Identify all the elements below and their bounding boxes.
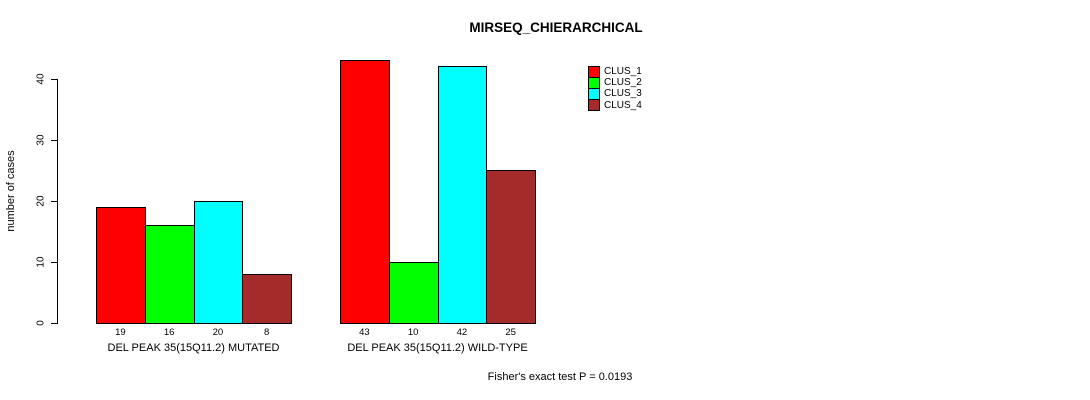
y-tick — [51, 323, 57, 324]
y-tick — [51, 139, 57, 141]
y-tick-label: 30 — [35, 134, 47, 146]
bar-clus_1-group1 — [96, 206, 146, 324]
y-axis-line — [57, 79, 58, 324]
y-tick-label: 0 — [35, 320, 47, 326]
bar-clus_2-group2 — [388, 261, 439, 324]
bar-value-label: 16 — [163, 327, 175, 338]
chart-title: MIRSEQ_CHIERARCHICAL — [469, 20, 643, 35]
legend-swatch-icon — [588, 87, 600, 100]
bar-value-label: 8 — [263, 327, 270, 338]
legend-swatch-icon — [588, 99, 600, 112]
legend-item-clus_3: CLUS_3 — [588, 87, 642, 100]
legend-item-clus_2: CLUS_2 — [588, 76, 642, 89]
bar-value-label: 43 — [359, 327, 370, 338]
y-axis-label: number of cases — [5, 150, 17, 232]
bar-value-label: 19 — [115, 327, 126, 338]
bar-value-label: 10 — [407, 327, 419, 338]
bar-value-label: 20 — [212, 327, 224, 338]
legend-item-clus_1: CLUS_1 — [588, 65, 642, 78]
y-tick-label: 10 — [35, 256, 47, 268]
bar-value-label: 42 — [456, 327, 468, 338]
bar-value-label: 25 — [505, 327, 516, 338]
bar-clus_2-group1 — [144, 225, 195, 324]
bar-clus_4-group2 — [486, 170, 536, 324]
legend-label: CLUS_3 — [604, 88, 642, 100]
group-label: DEL PEAK 35(15Q11.2) MUTATED — [107, 342, 280, 354]
legend-item-clus_4: CLUS_4 — [588, 99, 642, 112]
legend: CLUS_1 CLUS_2 CLUS_3 CLUS_4 — [588, 65, 642, 112]
y-tick — [51, 200, 57, 202]
legend-label: CLUS_2 — [604, 77, 642, 89]
legend-swatch-icon — [588, 65, 600, 78]
y-tick-label: 20 — [35, 195, 47, 207]
bar-clus_3-group2 — [437, 66, 488, 324]
bar-clus_1-group2 — [340, 60, 390, 324]
bar-clus_4-group1 — [242, 274, 292, 324]
legend-label: CLUS_4 — [604, 99, 642, 111]
y-tick — [51, 78, 57, 80]
y-tick-label: 40 — [35, 73, 47, 85]
legend-label: CLUS_1 — [604, 66, 642, 78]
y-tick — [51, 261, 57, 263]
group-label: DEL PEAK 35(15Q11.2) WILD-TYPE — [347, 342, 528, 354]
annotation-text: Fisher's exact test P = 0.0193 — [487, 371, 633, 383]
legend-swatch-icon — [588, 76, 600, 89]
bar-clus_3-group1 — [193, 200, 244, 324]
